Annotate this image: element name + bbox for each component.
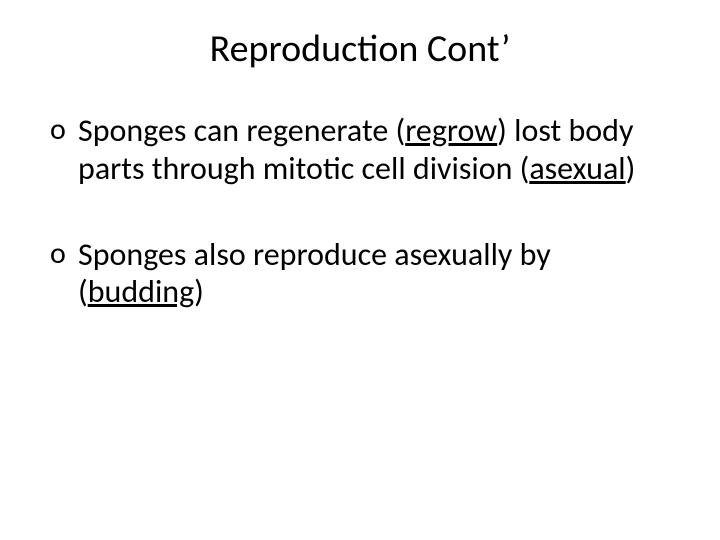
- text-run: ): [626, 149, 636, 188]
- underlined-term: budding: [88, 272, 194, 311]
- slide: Reproduction Cont’ oSponges can regenera…: [0, 0, 720, 540]
- bullet-marker: o: [50, 112, 78, 188]
- text-run: Sponges can regenerate (: [78, 111, 405, 150]
- slide-body: oSponges can regenerate (regrow) lost bo…: [50, 112, 670, 311]
- bullet-item: oSponges also reproduce asexually by (bu…: [50, 236, 670, 312]
- underlined-term: regrow: [405, 111, 497, 150]
- bullet-text: Sponges can regenerate (regrow) lost bod…: [78, 112, 670, 188]
- text-run: ): [194, 272, 204, 311]
- underlined-term: asexual: [529, 149, 625, 188]
- bullet-marker: o: [50, 236, 78, 312]
- bullet-text: Sponges also reproduce asexually by (bud…: [78, 236, 670, 312]
- slide-title: Reproduction Cont’: [50, 26, 670, 72]
- bullet-item: oSponges can regenerate (regrow) lost bo…: [50, 112, 670, 188]
